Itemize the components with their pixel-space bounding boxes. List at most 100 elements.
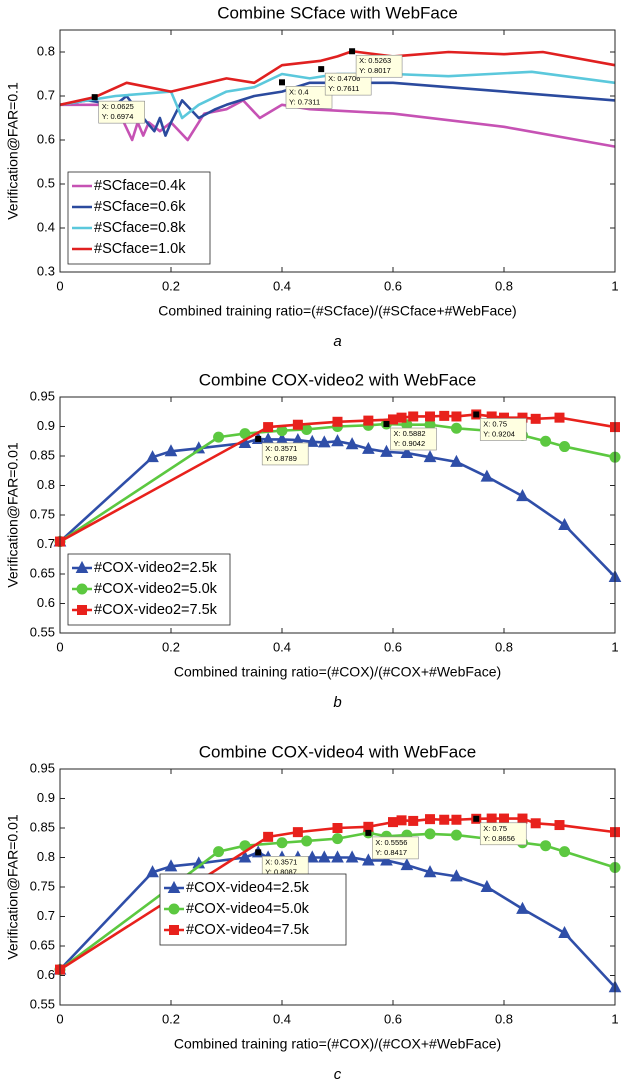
x-tick-label: 0.2 <box>162 639 180 654</box>
data-point <box>380 853 393 866</box>
y-tick-label: 0.9 <box>37 418 55 433</box>
data-point <box>164 859 178 872</box>
datatip-marker <box>473 411 480 418</box>
legend-label: #COX-video4=7.5k <box>186 922 310 938</box>
legend-label: #SCface=0.8k <box>94 220 186 236</box>
datatip-box <box>285 86 333 109</box>
datatip-text: X: 0.5882 <box>393 429 425 438</box>
data-point <box>301 423 313 435</box>
x-axis-label: Combined training ratio=(#COX)/(#COX+#We… <box>174 664 501 680</box>
data-point <box>164 444 178 457</box>
datatip-text: X: 0.75 <box>483 824 507 833</box>
x-tick-label: 0.2 <box>162 278 180 293</box>
data-point <box>451 814 462 825</box>
data-point <box>332 823 343 833</box>
data-point <box>301 835 313 847</box>
legend-marker <box>168 903 180 915</box>
data-point <box>362 853 375 866</box>
datatip-box <box>355 54 403 78</box>
data-point <box>423 450 437 463</box>
data-point <box>292 419 303 430</box>
y-axis-label: Verification@FAR=0.01 <box>5 814 21 960</box>
datatip-text: Y: 0.8417 <box>375 848 407 857</box>
data-point <box>408 815 419 826</box>
data-point <box>305 850 319 863</box>
data-point <box>530 818 541 829</box>
data-point <box>559 846 571 858</box>
x-tick-label: 0.8 <box>495 639 513 654</box>
datatip-text: X: 0.5263 <box>359 56 391 65</box>
y-tick-label: 0.3 <box>37 263 55 278</box>
y-tick-label: 0.5 <box>37 175 55 190</box>
panel-caption: c <box>334 1066 342 1083</box>
x-axis-label: Combined training ratio=(#COX)/(#COX+#We… <box>174 1036 501 1052</box>
legend-label: #COX-video2=2.5k <box>94 560 218 576</box>
x-tick-label: 0.4 <box>273 639 291 654</box>
y-tick-label: 0.65 <box>30 565 55 580</box>
data-point <box>450 829 462 841</box>
data-point <box>276 837 288 849</box>
y-tick-label: 0.8 <box>37 849 55 864</box>
y-tick-label: 0.75 <box>30 506 55 521</box>
y-tick-label: 0.95 <box>30 388 55 403</box>
y-tick-label: 0.55 <box>30 996 55 1011</box>
data-point <box>396 412 407 423</box>
data-point <box>388 414 398 425</box>
datatip-text: Y: 0.8087 <box>265 867 297 876</box>
data-point <box>317 435 331 448</box>
datatip-marker <box>318 66 325 73</box>
y-tick-label: 0.7 <box>37 908 55 923</box>
data-point <box>425 814 436 825</box>
legend-label: #COX-video4=5.0k <box>186 901 310 917</box>
datatip-text: Y: 0.7311 <box>289 97 320 106</box>
datatip-box <box>372 836 419 860</box>
data-point <box>517 813 528 824</box>
panel-caption: a <box>333 333 341 350</box>
data-point <box>499 813 509 824</box>
data-point <box>450 869 463 882</box>
data-point <box>146 865 159 878</box>
axes-frame <box>59 29 616 273</box>
data-point <box>400 858 414 871</box>
x-tick-label: 0.6 <box>384 278 402 293</box>
chart-title: Combine SCface with WebFace <box>217 3 458 22</box>
data-point <box>516 901 529 914</box>
series-line <box>59 49 616 107</box>
datatip-text: X: 0.4706 <box>328 74 360 83</box>
data-point <box>540 840 552 852</box>
legend-marker <box>167 880 181 893</box>
chart-title: Combine COX-video2 with WebFace <box>199 370 476 389</box>
data-point <box>331 434 344 447</box>
y-tick-label: 0.6 <box>37 967 55 982</box>
datatip-text: Y: 0.8789 <box>265 454 297 463</box>
data-point <box>439 814 450 825</box>
data-point <box>480 469 494 482</box>
data-point <box>146 450 159 463</box>
legend-label: #COX-video4=2.5k <box>186 880 310 896</box>
datatip-box <box>479 418 527 441</box>
panel-caption: b <box>333 694 341 711</box>
y-tick-label: 0.85 <box>30 447 55 462</box>
data-point <box>305 434 319 447</box>
data-point <box>558 517 571 531</box>
axes-frame <box>59 396 616 634</box>
series-line <box>60 99 616 148</box>
datatip-text: X: 0.0625 <box>102 102 134 111</box>
datatip-text: Y: 0.8656 <box>483 834 515 843</box>
legend-label: #COX-video2=5.0k <box>94 581 218 597</box>
data-point <box>408 411 419 422</box>
data-point <box>559 441 571 453</box>
datatip-marker <box>349 48 356 55</box>
data-point <box>363 415 374 426</box>
series-line <box>59 851 616 989</box>
data-point <box>380 444 393 457</box>
datatip-text: Y: 0.9042 <box>393 439 425 448</box>
legend-box <box>67 553 231 626</box>
datatip-marker <box>91 94 98 101</box>
data-point <box>451 411 462 422</box>
datatip-marker <box>365 829 372 836</box>
x-tick-label: 1 <box>611 1011 618 1026</box>
data-point <box>263 831 274 842</box>
datatip-text: Y: 0.7611 <box>328 84 359 93</box>
